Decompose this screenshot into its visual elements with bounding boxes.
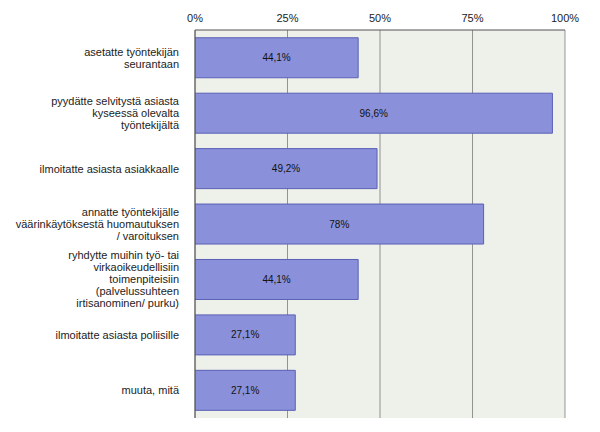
svg-text:27,1%: 27,1% [231,329,259,340]
svg-text:ilmoitatte asiasta poliisille: ilmoitatte asiasta poliisille [56,329,180,341]
svg-text:annatte työntekijälleväärinkäy: annatte työntekijälleväärinkäytöksestä h… [16,206,179,242]
svg-text:44,1%: 44,1% [262,274,290,285]
svg-text:49,2%: 49,2% [272,163,300,174]
svg-text:ryhdytte muihin työ- taivirkao: ryhdytte muihin työ- taivirkaoikeudellis… [68,249,179,309]
svg-text:0%: 0% [187,12,203,24]
svg-text:96,6%: 96,6% [360,108,388,119]
svg-text:50%: 50% [369,12,391,24]
svg-text:ilmoitatte asiasta asiakkaalle: ilmoitatte asiasta asiakkaalle [40,163,179,175]
svg-text:27,1%: 27,1% [231,385,259,396]
svg-text:44,1%: 44,1% [262,52,290,63]
svg-text:100%: 100% [551,12,579,24]
svg-text:asetatte työntekijänseurantaan: asetatte työntekijänseurantaan [84,46,179,70]
svg-text:pyydätte selvitystä asiastakys: pyydätte selvitystä asiastakyseessä olev… [51,95,180,131]
svg-text:muuta, mitä: muuta, mitä [122,384,180,396]
svg-text:25%: 25% [276,12,298,24]
svg-text:78%: 78% [329,219,349,230]
svg-text:75%: 75% [461,12,483,24]
